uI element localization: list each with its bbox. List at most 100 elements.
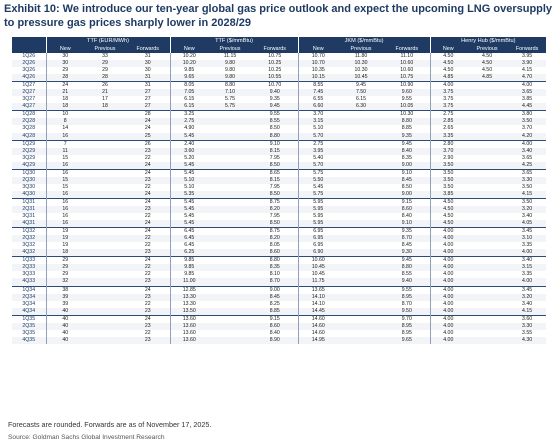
cell-forwards: 4.70 [508,74,547,82]
cell-forwards: 8.80 [252,256,299,265]
cell-forwards: 9.35 [269,96,280,103]
cell-new: 5.95 [297,213,339,221]
cell-new: 14.60 [297,314,339,323]
cell-forwards: 3.90 [508,60,547,68]
table-row: 3Q31 16 22 5.45 7.95 5.95 8.40 4.50 3.40 [12,213,546,221]
cell-forwards: 8.40 [401,213,412,220]
cell-new: 2.90 [429,154,467,162]
cell-previous [466,293,509,301]
cell-new: 11.00 [169,278,209,286]
cell-forwards: 8.10 [269,271,280,278]
cell-new: 5.45 [169,132,209,141]
cell-forwards: 9.10 [384,220,431,228]
table-row: 1Q29 7 26 2.40 9.10 2.75 9.45 2.80 4.00 [12,139,547,148]
quarter-label: 2Q31 [12,205,46,214]
cell-forwards: 24 [126,220,171,228]
cell-previous [208,132,253,141]
cell-new: 10.45 [297,271,339,279]
cell-previous [84,197,126,206]
cell-forwards: 24 [126,190,171,199]
cell-previous [338,197,385,206]
cell-new: 10.20 [169,53,209,61]
cell-forwards: 8.50 [401,183,412,190]
cell-previous [338,307,385,316]
cell-previous [466,322,509,330]
cell-forwards: 8.80 [384,118,431,126]
cell-forwards: 8.80 [252,132,299,141]
cell-forwards: 9.10 [384,168,431,177]
cell-previous [466,336,509,344]
cell-new: 5.70 [297,132,339,141]
cell-forwards: 30 [144,67,151,74]
table-row: 4Q27 18 18 27 6.15 5.75 9.45 6.60 6.30 10.05 3.75 4… [12,103,547,111]
cell-previous [208,176,253,184]
table-row: 3Q30 15 22 5.10 7.95 5.45 8.50 3.50 3.50 [12,183,546,191]
cell-forwards: 24 [126,197,171,206]
cell-new: 4.00 [429,307,467,316]
cell-forwards: 9.65 [384,336,431,344]
cell-previous: 26 [84,81,126,90]
cell-new: 3.75 [429,96,467,104]
cell-new: 4.50 [429,220,467,228]
cell-forwards: 3.50 [508,118,547,126]
cell-new: 19 [45,242,84,250]
cell-new: 5.45 [169,205,209,214]
cell-forwards: 23 [126,176,171,184]
cell-previous [466,89,509,97]
table-row: 4Q34 40 23 13.50 8.85 14.45 9.50 4.00 4.15 [12,307,547,316]
cell-forwards: 4.30 [508,336,547,344]
cell-forwards: 9.50 [384,307,431,316]
cell-new: 2.75 [169,118,209,126]
group-header-row: TTF (EUR/MWh) TTF ($/mmBtu) JKM ($/mmBtu… [12,37,547,45]
cell-forwards: 3.20 [508,205,547,214]
cell-new: 10.70 [297,60,339,68]
cell-forwards: 3.65 [508,168,547,177]
cell-previous [208,278,253,286]
cell-forwards: 31 [126,81,171,90]
cell-new: 6.55 [297,96,339,104]
cell-new: 11 [45,147,84,155]
cell-forwards: 23 [126,322,171,330]
cell-forwards: 8.45 [401,242,412,249]
cell-previous [84,190,126,199]
cell-new: 4.00 [429,336,467,344]
cell-new: 9.65 [169,74,209,82]
cell-previous [338,168,385,177]
cell-previous [208,220,253,228]
cell-previous: 7.50 [338,89,385,97]
cell-new: 5.50 [297,176,339,184]
quarter-label: 3Q33 [22,271,36,278]
cell-previous [208,336,253,344]
cell-new: 16 [45,161,84,170]
cell-new: 6.45 [169,227,209,236]
cell-previous [338,314,385,323]
cell-forwards: 24 [144,125,151,132]
cell-forwards: 9.00 [384,161,431,170]
quarter-label: 1Q34 [12,285,46,294]
cell-new: 4.00 [429,278,467,286]
cell-previous [466,278,509,286]
cell-forwards: 3.10 [508,235,547,243]
cell-forwards: 8.50 [252,190,299,199]
cell-new: 14.60 [297,329,339,337]
cell-previous [208,301,252,308]
cell-forwards: 9.45 [384,256,431,265]
table-row: 4Q32 18 23 6.25 8.60 6.90 9.30 4.00 4.00 [12,249,547,257]
table-row: 4Q26 28 28 31 9.65 9.80 10.55 10.15 10.45 10.75 4.… [12,74,547,82]
cell-previous [84,314,126,323]
cell-forwards: 3.80 [508,110,547,119]
cell-previous [466,213,508,220]
cell-new: 24 [45,81,84,90]
cell-new: 4.00 [429,242,467,250]
cell-forwards: 31 [126,74,171,82]
cell-previous [466,197,509,206]
cell-new: 5.10 [169,176,209,184]
cell-previous [208,314,253,323]
cell-forwards: 8.95 [401,329,412,336]
quarter-label: 4Q35 [12,336,46,344]
cell-forwards: 8.40 [269,329,280,336]
cell-forwards: 8.40 [384,147,431,155]
cell-new: 29 [45,67,84,75]
table-row: 2Q33 29 22 9.85 8.35 10.45 8.80 4.00 3.15 [12,264,547,272]
cell-forwards: 22 [144,271,151,278]
